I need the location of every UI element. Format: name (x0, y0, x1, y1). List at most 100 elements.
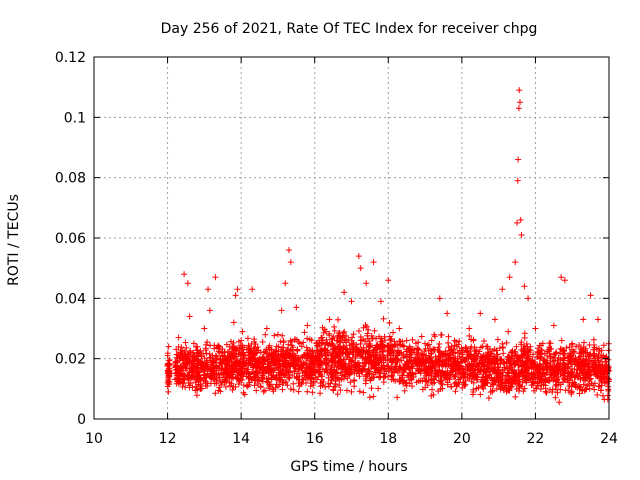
data-point (177, 373, 184, 380)
chart-title: Day 256 of 2021, Rate Of TEC Index for r… (161, 21, 538, 37)
data-point (452, 388, 459, 395)
data-point (227, 372, 234, 379)
data-point (394, 394, 401, 401)
data-point (306, 336, 313, 343)
data-point (239, 377, 246, 384)
data-point (599, 392, 606, 399)
data-point (226, 369, 233, 376)
data-point (429, 386, 436, 393)
data-point (386, 319, 393, 326)
data-point (180, 375, 187, 382)
data-point (229, 386, 236, 393)
data-point (198, 350, 205, 357)
data-point (187, 380, 194, 387)
data-point (445, 333, 452, 340)
data-point (204, 361, 211, 368)
data-point (239, 328, 246, 335)
data-point (174, 354, 181, 361)
data-point (246, 374, 253, 381)
data-point (202, 346, 209, 353)
data-point (226, 353, 233, 360)
data-point (180, 362, 187, 369)
data-point (184, 361, 191, 368)
data-point (165, 388, 172, 395)
data-point (466, 325, 473, 332)
data-point (590, 336, 597, 343)
data-point (287, 386, 294, 393)
y-axis-label: ROTI / TECUs (6, 194, 22, 286)
data-point (357, 265, 364, 272)
data-point (189, 384, 196, 391)
data-point (183, 344, 190, 351)
data-point (580, 316, 587, 323)
data-point (175, 334, 182, 341)
y-tick-label: 0.1 (64, 110, 86, 126)
data-point (366, 394, 373, 401)
data-point (525, 295, 532, 302)
data-point (279, 332, 286, 339)
y-tick-label: 0.06 (55, 231, 86, 247)
data-point (205, 286, 212, 293)
data-point (256, 365, 263, 372)
data-point (601, 396, 608, 403)
data-point (173, 346, 180, 353)
data-point (331, 323, 338, 330)
data-point (517, 216, 524, 223)
data-point (332, 380, 339, 387)
x-tick-label: 12 (159, 431, 177, 447)
data-point (300, 339, 307, 346)
data-point (561, 277, 568, 284)
data-point (206, 307, 213, 314)
data-point (285, 247, 292, 254)
data-point (222, 366, 229, 373)
data-point (251, 360, 258, 367)
data-point (445, 339, 452, 346)
data-points (164, 87, 612, 406)
data-point (304, 322, 311, 329)
data-point (348, 298, 355, 305)
data-point (184, 353, 191, 360)
data-point (409, 336, 416, 343)
data-point (290, 380, 297, 387)
data-point (381, 373, 388, 380)
data-point (184, 280, 191, 287)
data-point (293, 304, 300, 311)
data-point (518, 231, 525, 238)
data-point (212, 274, 219, 281)
data-point (274, 331, 281, 338)
data-point (300, 361, 307, 368)
data-point (499, 286, 506, 293)
data-point (254, 344, 261, 351)
data-point (287, 337, 294, 344)
data-point (480, 338, 487, 345)
data-point (221, 349, 228, 356)
data-point (295, 388, 302, 395)
data-point (221, 378, 228, 385)
data-point (186, 313, 193, 320)
data-point (350, 331, 357, 338)
data-point (289, 372, 296, 379)
data-point (279, 379, 286, 386)
data-point (303, 344, 310, 351)
data-point (280, 338, 287, 345)
data-point (355, 253, 362, 260)
x-tick-label: 22 (527, 431, 545, 447)
data-point (377, 298, 384, 305)
data-point (234, 286, 241, 293)
data-point (230, 319, 237, 326)
x-tick-labels: 10 12 14 16 18 20 22 24 (85, 431, 618, 447)
data-point (228, 358, 235, 365)
data-point (284, 382, 291, 389)
data-point (204, 339, 211, 346)
data-point (550, 322, 557, 329)
data-point (188, 362, 195, 369)
data-point (477, 310, 484, 317)
data-point (166, 357, 173, 364)
x-tick-label: 18 (379, 431, 397, 447)
data-point (485, 395, 492, 402)
data-point (294, 370, 301, 377)
data-point (396, 325, 403, 332)
data-point (228, 338, 235, 345)
data-point (194, 360, 201, 367)
data-point (173, 366, 180, 373)
